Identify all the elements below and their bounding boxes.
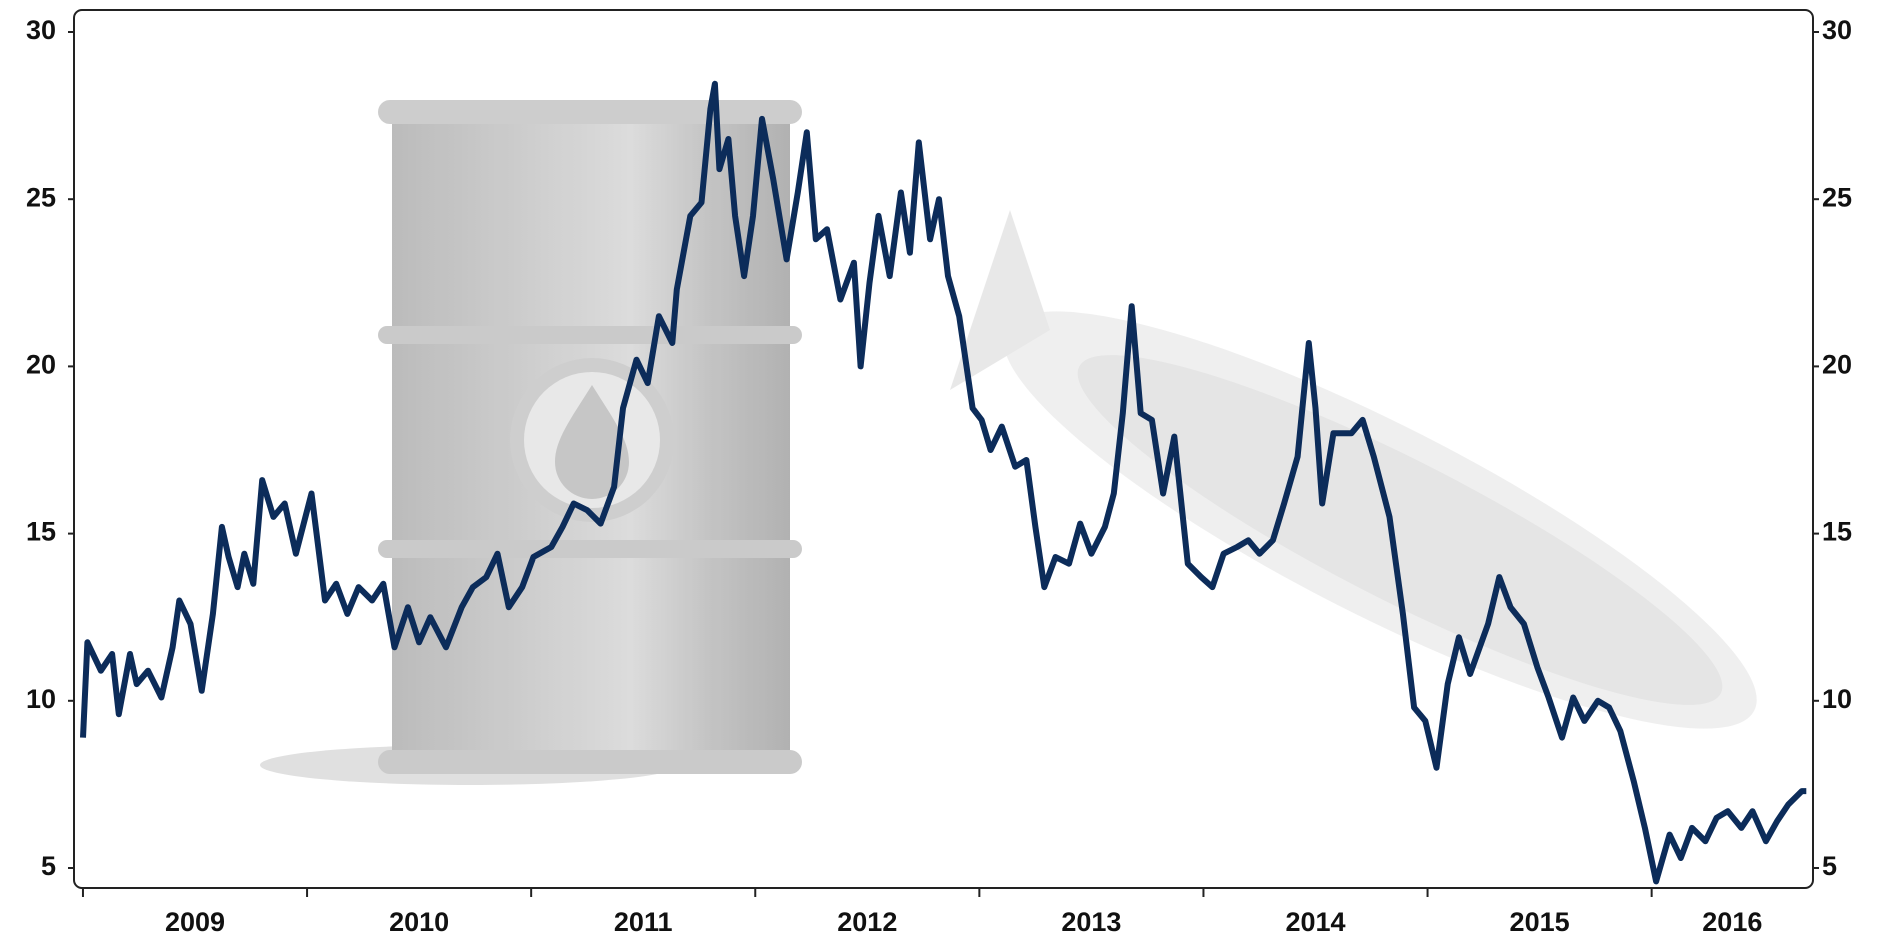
y2-tick-label: 25 bbox=[1822, 182, 1852, 212]
plot-frame bbox=[73, 9, 1814, 889]
y-tick-label: 15 bbox=[26, 517, 56, 547]
y2-tick-label: 20 bbox=[1822, 350, 1852, 380]
x-tick-label: 2015 bbox=[1510, 907, 1570, 937]
y2-tick-label: 15 bbox=[1822, 517, 1852, 547]
y2-tick-label: 10 bbox=[1822, 684, 1852, 714]
x-tick-label: 2014 bbox=[1285, 907, 1345, 937]
x-tick-label: 2013 bbox=[1061, 907, 1121, 937]
x-tick-label: 2010 bbox=[389, 907, 449, 937]
x-tick-label: 2016 bbox=[1702, 907, 1762, 937]
y-tick-label: 10 bbox=[26, 684, 56, 714]
y-tick-label: 30 bbox=[26, 15, 56, 45]
decoration bbox=[260, 100, 1757, 785]
y-tick-label: 20 bbox=[26, 350, 56, 380]
y-tick-label: 25 bbox=[26, 182, 56, 212]
x-tick-label: 2012 bbox=[837, 907, 897, 937]
y-tick-label: 5 bbox=[41, 851, 56, 881]
x-tick-label: 2009 bbox=[165, 907, 225, 937]
y2-tick-label: 30 bbox=[1822, 15, 1852, 45]
x-tick-label: 2011 bbox=[614, 907, 673, 937]
series-line bbox=[80, 80, 1807, 885]
y2-tick-label: 5 bbox=[1822, 851, 1837, 881]
